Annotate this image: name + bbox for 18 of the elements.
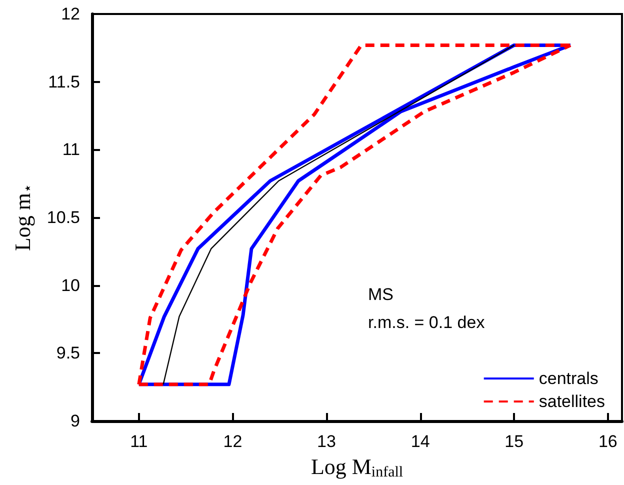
x-tick-label: 15 [504,432,524,451]
y-tick-label: 10.5 [46,208,80,227]
y-axis-title: Log m⋆ [10,184,37,252]
y-tick-label: 11.5 [48,72,80,92]
x-tick-label: 12 [223,432,242,451]
y-tick-label: 10 [61,276,80,295]
y-tick-label: 9 [70,412,80,430]
x-tick-label: 16 [598,432,618,451]
x-tick-label: 11 [130,432,148,451]
y-tick-label: 9.5 [56,344,80,363]
annotation: MS [368,285,394,304]
legend-label: satellites [538,392,605,411]
legend-label: centrals [538,369,598,388]
annotation: r.m.s. = 0.1 dex [368,313,486,332]
y-tick-label: 12 [61,4,80,24]
y-tick-label: 11 [62,140,80,160]
x-tick-label: 14 [410,432,430,451]
x-tick-label: 13 [317,432,336,451]
